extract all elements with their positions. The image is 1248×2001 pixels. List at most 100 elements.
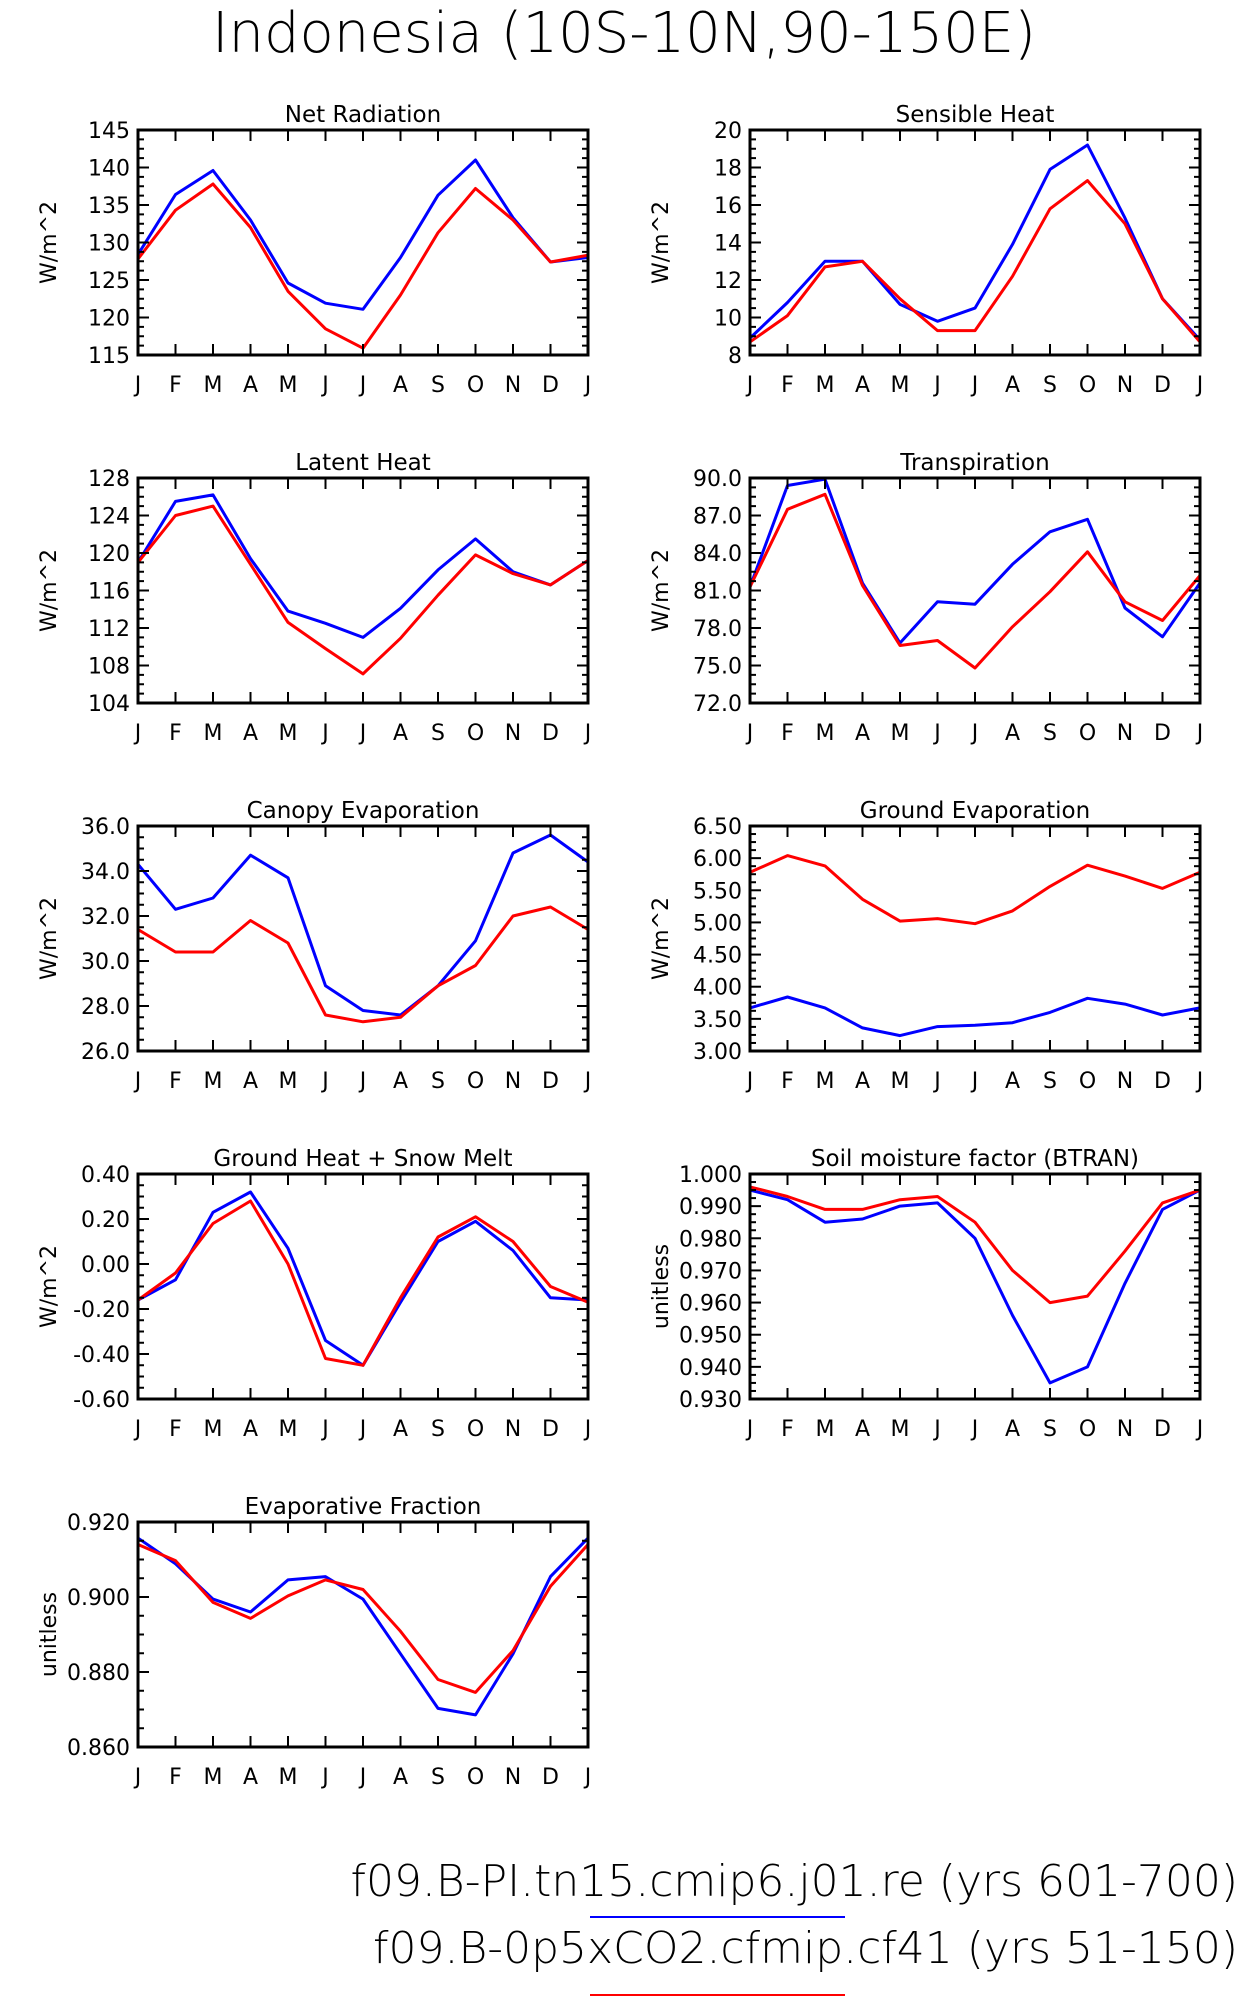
- y-tick-label: 116: [88, 580, 130, 605]
- y-tick-label: 72.0: [693, 692, 742, 717]
- y-tick-label: 34.0: [81, 860, 130, 885]
- x-tick-label: A: [393, 721, 408, 746]
- x-tick-label: D: [542, 1069, 559, 1094]
- x-tick-label: M: [279, 721, 298, 746]
- x-tick-label: F: [169, 373, 182, 398]
- x-tick-label: D: [1154, 1417, 1171, 1442]
- x-tick-label: N: [1117, 1069, 1133, 1094]
- x-tick-label: A: [393, 1417, 408, 1442]
- y-tick-label: 0.960: [679, 1292, 742, 1317]
- y-tick-label: 36.0: [81, 815, 130, 840]
- x-tick-label: J: [970, 1069, 979, 1094]
- x-tick-label: O: [467, 1765, 484, 1790]
- x-tick-label: S: [431, 1417, 445, 1442]
- y-tick-label: 0.920: [67, 1511, 130, 1536]
- x-tick-label: A: [243, 1765, 258, 1790]
- x-tick-label: A: [243, 1069, 258, 1094]
- x-tick-label: S: [1043, 1069, 1057, 1094]
- x-tick-label: J: [133, 1417, 142, 1442]
- legend: f09.B-PI.tn15.cmip6.j01.re (yrs 601-700)…: [350, 1856, 1238, 1996]
- chart-transpiration: Transpiration W/m^2 72.0 75.0 78.0 81.0 84.0 87…: [649, 450, 1203, 746]
- y-tick-label: 14: [714, 232, 742, 257]
- x-tick-label: S: [431, 1069, 445, 1094]
- y-axis-label: W/m^2: [649, 549, 674, 632]
- x-tick-label: J: [320, 721, 329, 746]
- x-tick-label: M: [279, 373, 298, 398]
- chart-ground-evaporation: Ground Evaporation W/m^2 3.00 3.50 4.00 4.50 5…: [649, 798, 1203, 1094]
- y-tick-label: 30.0: [81, 950, 130, 975]
- x-tick-label: J: [133, 721, 142, 746]
- x-tick-label: J: [1195, 1417, 1204, 1442]
- x-tick-label: M: [204, 1069, 223, 1094]
- series-line-2: [138, 1199, 588, 1367]
- x-tick-label: J: [745, 1069, 754, 1094]
- x-tick-label: O: [1079, 373, 1096, 398]
- y-axis-label: W/m^2: [37, 897, 62, 980]
- y-tick-label: 78.0: [693, 617, 742, 642]
- x-tick-label: F: [781, 1417, 794, 1442]
- x-tick-label: J: [745, 373, 754, 398]
- y-tick-label: 12: [714, 269, 742, 294]
- series-line-2: [750, 1185, 1200, 1305]
- x-tick-label: J: [1195, 1069, 1204, 1094]
- x-tick-label: M: [204, 1765, 223, 1790]
- chart-title: Latent Heat: [295, 450, 431, 476]
- x-tick-label: J: [358, 1069, 367, 1094]
- x-tick-label: F: [781, 1069, 794, 1094]
- y-tick-label: 124: [88, 505, 130, 530]
- x-tick-label: F: [169, 1069, 182, 1094]
- x-tick-label: J: [133, 373, 142, 398]
- y-axis-label: unitless: [37, 1592, 62, 1677]
- series-line-2: [138, 504, 588, 676]
- x-tick-label: A: [855, 721, 870, 746]
- y-tick-label: 6.00: [693, 847, 742, 872]
- series-line-2: [138, 1543, 588, 1694]
- x-tick-label: J: [745, 721, 754, 746]
- x-tick-label: J: [970, 1417, 979, 1442]
- plot-frame: [136, 824, 590, 1053]
- x-tick-label: J: [133, 1765, 142, 1790]
- x-tick-label: D: [1154, 1069, 1171, 1094]
- y-axis-label: unitless: [649, 1244, 674, 1329]
- x-tick-label: J: [1195, 721, 1204, 746]
- x-tick-label: A: [393, 1765, 408, 1790]
- chart-title: Canopy Evaporation: [247, 798, 480, 824]
- series-line-1: [138, 1190, 588, 1367]
- series-line-2: [750, 179, 1200, 344]
- x-tick-label: M: [279, 1417, 298, 1442]
- x-tick-label: N: [1117, 373, 1133, 398]
- x-tick-label: D: [1154, 721, 1171, 746]
- x-tick-label: J: [320, 1765, 329, 1790]
- chart-canopy-evaporation: Canopy Evaporation W/m^2 26.0 28.0 30.0 32.0 3…: [37, 798, 591, 1094]
- y-tick-label: 145: [88, 119, 130, 144]
- x-tick-label: M: [204, 373, 223, 398]
- x-tick-label: F: [169, 1765, 182, 1790]
- x-tick-label: A: [243, 373, 258, 398]
- x-tick-label: J: [320, 1417, 329, 1442]
- series-line-1: [750, 143, 1200, 342]
- y-tick-label: 4.00: [693, 976, 742, 1001]
- y-tick-label: 0.980: [679, 1227, 742, 1252]
- x-tick-label: A: [855, 1069, 870, 1094]
- x-tick-label: F: [169, 721, 182, 746]
- x-tick-label: M: [816, 1417, 835, 1442]
- y-tick-label: 0.880: [67, 1661, 130, 1686]
- y-axis-label: W/m^2: [37, 1245, 62, 1328]
- x-tick-label: J: [358, 1417, 367, 1442]
- chart-title: Ground Heat + Snow Melt: [213, 1146, 512, 1172]
- plot-frame: [136, 1520, 590, 1749]
- x-tick-label: O: [1079, 1069, 1096, 1094]
- y-tick-label: 0.20: [81, 1208, 130, 1233]
- x-tick-label: S: [1043, 373, 1057, 398]
- y-tick-label: 5.00: [693, 911, 742, 936]
- chart-net-radiation: Net Radiation W/m^2 115 120 125 130 135 140 145 J…: [37, 102, 591, 398]
- x-tick-label: J: [583, 721, 592, 746]
- y-tick-label: 90.0: [693, 467, 742, 492]
- y-tick-label: 0.00: [81, 1253, 130, 1278]
- x-tick-label: A: [1005, 721, 1020, 746]
- x-tick-label: J: [583, 373, 592, 398]
- y-tick-label: 108: [88, 655, 130, 680]
- y-tick-label: 112: [88, 617, 130, 642]
- x-tick-label: M: [891, 1417, 910, 1442]
